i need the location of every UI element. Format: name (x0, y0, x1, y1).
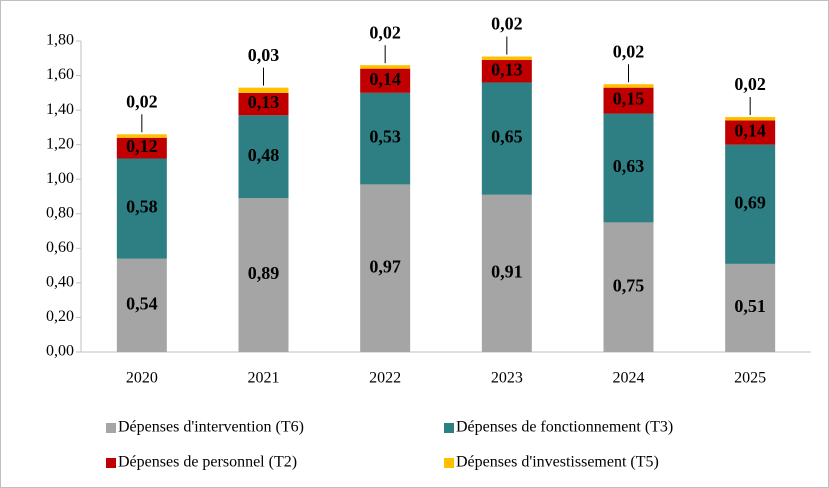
legend-swatch (106, 423, 116, 433)
legend-label: Dépenses de personnel (T2) (118, 454, 297, 471)
data-label: 0,13 (248, 92, 280, 112)
bar-segment (725, 144, 776, 264)
data-label: 0,69 (734, 192, 766, 212)
data-label: 0,53 (369, 127, 401, 147)
y-tick-label: 1,20 (46, 135, 74, 152)
bar-segment (481, 56, 532, 61)
bar-segment (360, 68, 411, 93)
data-label: 0,13 (491, 59, 523, 79)
x-tick-label: 2020 (126, 370, 158, 387)
bar-segment (603, 113, 654, 223)
y-tick-label: 0,20 (46, 308, 74, 325)
bar-segment (481, 194, 532, 352)
y-tick-label: 1,80 (46, 32, 74, 49)
y-tick-label: 1,40 (46, 101, 74, 118)
bar-segment (725, 263, 776, 352)
bar-segment (725, 120, 776, 145)
legend-label: Dépenses d'investissement (T5) (456, 454, 659, 471)
bar-segment (725, 117, 776, 121)
data-label: 0,48 (248, 145, 280, 165)
data-label: 0,14 (369, 69, 401, 89)
bar-segment (116, 134, 167, 138)
legend-swatch (444, 458, 454, 468)
data-label: 0,97 (369, 256, 401, 276)
bar-segment (481, 82, 532, 195)
bar-segment (116, 258, 167, 352)
bar-segment (238, 115, 289, 199)
data-label: 0,65 (491, 127, 523, 147)
x-tick-label: 2024 (613, 370, 645, 387)
x-tick-label: 2021 (248, 370, 280, 387)
bar-segment (238, 92, 289, 116)
data-label: 0,75 (613, 275, 645, 295)
y-tick-label: 1,00 (46, 170, 74, 187)
y-tick-label: 1,60 (46, 66, 74, 83)
bar-segment (116, 158, 167, 259)
x-tick-label: 2023 (491, 370, 523, 387)
data-label: 0,02 (491, 14, 523, 34)
bar-segment (360, 184, 411, 352)
y-tick-label: 0,60 (46, 239, 74, 256)
data-label: 0,03 (248, 45, 280, 65)
bar-segment (481, 60, 532, 83)
data-label: 0,02 (126, 91, 158, 111)
legend-label: Dépenses d'intervention (T6) (118, 419, 304, 436)
bar-segment (360, 65, 411, 69)
legend-label: Dépenses de fonctionnement (T3) (456, 419, 673, 436)
data-label: 0,54 (126, 293, 158, 313)
y-tick-label: 0,40 (46, 274, 74, 291)
bar-segment (116, 137, 167, 159)
bar-segment (603, 87, 654, 114)
y-tick-label: 0,80 (46, 204, 74, 221)
bar-segment (238, 198, 289, 352)
bar-segment (603, 84, 654, 88)
bar-segment (603, 222, 654, 352)
data-label: 0,51 (734, 296, 766, 316)
y-tick-label: 0,00 (46, 343, 74, 360)
data-label: 0,89 (248, 263, 280, 283)
data-label: 0,91 (491, 262, 523, 282)
data-label: 0,02 (734, 74, 766, 94)
x-tick-label: 2022 (369, 370, 401, 387)
legend-swatch (444, 423, 454, 433)
data-label: 0,12 (126, 136, 158, 156)
x-tick-label: 2025 (734, 370, 766, 387)
legend-swatch (106, 458, 116, 468)
data-label: 0,63 (613, 156, 645, 176)
data-label: 0,15 (613, 89, 645, 109)
bar-segment (360, 92, 411, 185)
data-label: 0,02 (613, 41, 645, 61)
data-label: 0,02 (369, 22, 401, 42)
data-label: 0,58 (126, 197, 158, 217)
data-label: 0,14 (734, 121, 766, 141)
bar-segment (238, 87, 289, 93)
